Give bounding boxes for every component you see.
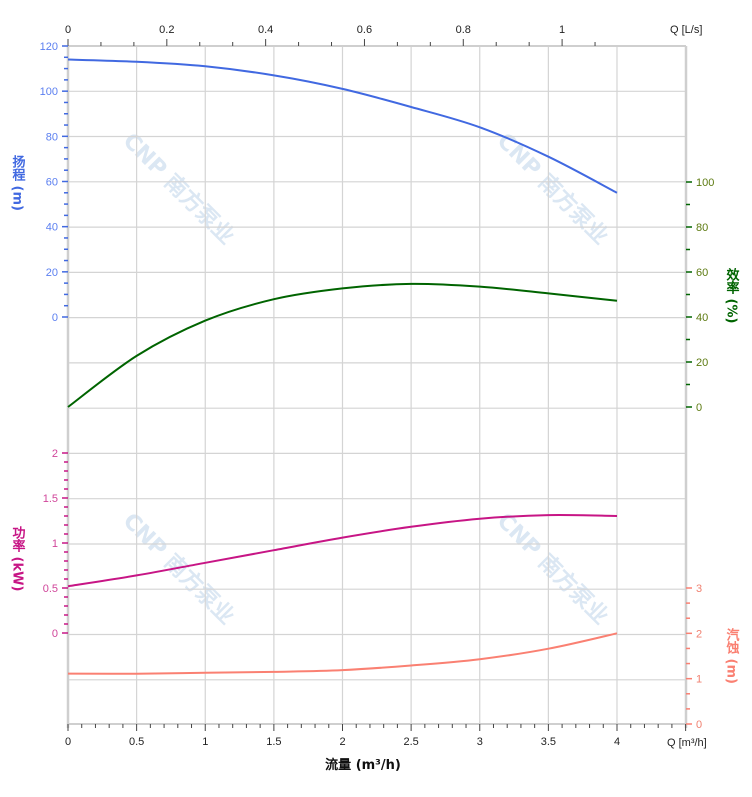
x-bottom-unit-label: Q [m³/h] — [667, 737, 707, 749]
npsh-tick-label: 2 — [696, 628, 702, 640]
watermark-logo: CNP 南方泵业 — [492, 508, 614, 630]
x-tick-label: 1 — [202, 736, 208, 748]
head-tick-label: 0 — [52, 312, 58, 324]
x-axis-title: 流量 (m³/h) — [325, 757, 401, 773]
x-tick-label: 4 — [614, 736, 620, 748]
head-tick-label: 40 — [46, 222, 58, 234]
npsh-axis-label: 汽蚀 (m) — [724, 627, 741, 684]
axes: 0 0.5 1 1.5 2 2.5 3 3.5 40 0.2 0.4 0.6 0.8 1020406080… — [40, 24, 715, 748]
efficiency-tick-label: 40 — [696, 312, 708, 324]
efficiency-tick-label: 100 — [696, 177, 714, 189]
x-tick-label: 0.5 — [129, 736, 144, 748]
x-top-tick-label: 0.4 — [258, 24, 273, 36]
x-top-tick-label: 0 — [65, 24, 71, 36]
npsh-curve — [67, 632, 618, 675]
grid — [68, 45, 686, 724]
curves — [67, 58, 618, 675]
x-tick-label: 3.5 — [541, 736, 556, 748]
head-tick-label: 60 — [46, 177, 58, 189]
x-top-tick-label: 1 — [559, 24, 565, 36]
x-tick-label: 2 — [339, 736, 345, 748]
power-axis-label: 功率 (kW) — [10, 526, 26, 591]
x-top-tick-label: 0.2 — [159, 24, 174, 36]
head-axis-label: 扬程 (m) — [10, 154, 26, 211]
head-tick-label: 100 — [40, 86, 58, 98]
efficiency-tick-label: 0 — [696, 402, 702, 414]
head-tick-label: 120 — [40, 41, 58, 53]
efficiency-axis-label: 效率 (%) — [724, 267, 740, 323]
watermark-logo: CNP 南方泵业 — [492, 128, 614, 250]
efficiency-curve — [67, 282, 618, 408]
x-top-unit-label: Q [L/s] — [670, 24, 702, 36]
power-tick-label: 0.5 — [43, 583, 58, 595]
power-tick-label: 0 — [52, 628, 58, 640]
x-tick-label: 3 — [477, 736, 483, 748]
npsh-tick-label: 1 — [696, 674, 702, 686]
head-tick-label: 80 — [46, 131, 58, 143]
axis-labels: 扬程 (m) 效率 (%) 功率 (kW) 汽蚀 (m) Q [m³/h] Q … — [10, 24, 741, 773]
power-tick-label: 1 — [52, 538, 58, 550]
npsh-tick-label: 3 — [696, 583, 702, 595]
efficiency-tick-label: 80 — [696, 222, 708, 234]
x-tick-label: 0 — [65, 736, 71, 748]
x-tick-label: 2.5 — [403, 736, 418, 748]
efficiency-tick-label: 20 — [696, 357, 708, 369]
efficiency-tick-label: 60 — [696, 267, 708, 279]
head-tick-label: 20 — [46, 267, 58, 279]
x-tick-label: 1.5 — [266, 736, 281, 748]
power-tick-label: 1.5 — [43, 493, 58, 505]
x-top-tick-label: 0.6 — [357, 24, 372, 36]
npsh-tick-label: 0 — [696, 719, 702, 731]
x-top-tick-label: 0.8 — [456, 24, 471, 36]
power-tick-label: 2 — [52, 448, 58, 460]
